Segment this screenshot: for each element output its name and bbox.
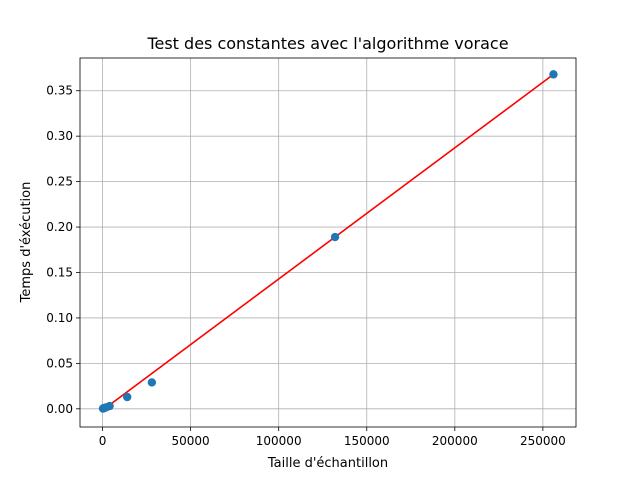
plot-frame: [79, 57, 577, 428]
x-tick-label: 150000: [344, 434, 390, 448]
x-tick-label: 100000: [256, 434, 302, 448]
y-axis-label: Temps d'éxécution: [19, 182, 34, 304]
scatter-point: [123, 392, 132, 402]
scatter-point: [330, 232, 340, 242]
x-tick-label: 200000: [432, 434, 478, 448]
y-tick-label: 0.15: [46, 265, 73, 279]
y-tick-label: 0.25: [46, 175, 73, 189]
scatter-point: [147, 378, 157, 387]
y-tick-label: 0.30: [46, 129, 73, 143]
series-layer: [98, 70, 558, 413]
ticks: 0 50000 100000 150000 200000 250000 0.00 0.05 0.…: [46, 84, 566, 448]
scatter-point: [105, 401, 114, 411]
y-tick-label: 0.05: [46, 356, 73, 370]
y-tick-label: 0.00: [46, 402, 73, 416]
grid: [80, 58, 576, 427]
y-tick-label: 0.10: [46, 311, 73, 325]
x-axis-label: Taille d'échantillon: [267, 456, 388, 471]
y-tick-label: 0.20: [46, 220, 73, 234]
fit-line: [102, 73, 554, 411]
x-tick-label: 50000: [172, 434, 210, 448]
chart-title: Test des constantes avec l'algorithme vo…: [146, 34, 508, 53]
scatter-point: [549, 70, 558, 79]
x-tick-label: 0: [99, 434, 107, 448]
x-tick-label: 250000: [520, 434, 566, 448]
y-tick-label: 0.35: [46, 84, 73, 98]
